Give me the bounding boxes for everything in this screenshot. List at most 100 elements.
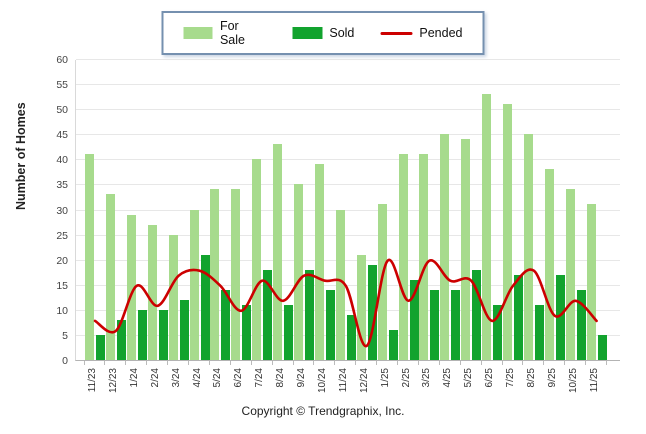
x-tick-mark (606, 361, 608, 365)
legend-label-for-sale: For Sale (219, 19, 245, 47)
gridline (76, 309, 620, 311)
x-tick-mark (522, 361, 524, 365)
x-tick-mark (167, 361, 169, 365)
y-tick-label: 15 (56, 279, 68, 292)
bar-sold-3/25 (430, 289, 440, 360)
bar-sold-2/24 (158, 309, 168, 360)
x-tick-mark (83, 361, 85, 365)
legend-label-sold: Sold (329, 26, 355, 40)
x-tick-label-2/24: 2/24 (149, 368, 161, 388)
x-tick-mark (313, 361, 315, 365)
x-tick-label-2/25: 2/25 (400, 368, 412, 388)
y-tick-label: 20 (56, 254, 68, 267)
bar-sold-8/25 (534, 304, 544, 360)
x-tick-label-1/24: 1/24 (128, 368, 140, 388)
legend-item-pended: Pended (380, 26, 463, 40)
bar-for-sale-12/24 (356, 254, 366, 360)
bar-sold-4/24 (200, 254, 210, 360)
x-tick-label-12/23: 12/23 (107, 368, 119, 394)
x-tick-mark (417, 361, 419, 365)
x-tick-label-11/25: 11/25 (588, 368, 600, 393)
y-tick-label: 30 (56, 204, 68, 217)
bar-for-sale-7/24 (252, 159, 262, 360)
x-tick-label-7/24: 7/24 (254, 368, 266, 388)
bar-for-sale-5/24 (210, 189, 220, 360)
bar-for-sale-2/25 (398, 154, 408, 360)
x-tick-label-1/25: 1/25 (379, 368, 391, 388)
x-tick-label-11/23: 11/23 (87, 368, 98, 393)
bar-for-sale-10/24 (314, 164, 324, 360)
bar-sold-11/24 (346, 314, 356, 360)
x-tick-mark (229, 361, 231, 365)
x-tick-mark (146, 361, 148, 365)
bar-for-sale-12/23 (105, 194, 115, 360)
x-tick-label-8/25: 8/25 (525, 368, 537, 388)
x-tick-mark (376, 361, 378, 365)
bar-for-sale-8/25 (523, 134, 533, 360)
bar-sold-3/24 (179, 299, 189, 360)
bar-sold-7/24 (263, 269, 273, 360)
bar-for-sale-6/24 (231, 189, 241, 360)
bar-sold-1/25 (388, 329, 398, 360)
bar-for-sale-6/25 (482, 94, 492, 360)
x-tick-mark (564, 361, 566, 365)
x-tick-mark (438, 361, 440, 365)
bar-sold-5/24 (221, 289, 231, 360)
y-tick-label: 55 (56, 79, 68, 92)
y-axis-title: Number of Homes (14, 102, 28, 210)
plot-area (75, 59, 620, 361)
gridline (76, 234, 620, 236)
legend-label-pended: Pended (419, 26, 463, 40)
gridline (76, 184, 620, 186)
bar-sold-2/25 (409, 279, 419, 360)
x-tick-mark (208, 361, 210, 365)
gridline (76, 84, 620, 86)
x-tick-label-9/25: 9/25 (546, 368, 558, 388)
bar-sold-10/25 (576, 289, 586, 360)
x-tick-mark (292, 361, 294, 365)
x-tick-label-5/24: 5/24 (212, 368, 224, 388)
x-tick-label-10/24: 10/24 (316, 368, 328, 394)
bar-for-sale-5/25 (461, 139, 471, 360)
x-tick-mark (585, 361, 587, 365)
x-tick-mark (480, 361, 482, 365)
bar-sold-12/24 (367, 264, 377, 360)
bar-sold-5/25 (472, 269, 482, 360)
x-tick-mark (104, 361, 106, 365)
gridline (76, 59, 620, 60)
x-tick-label-4/24: 4/24 (191, 368, 203, 388)
x-tick-label-3/25: 3/25 (421, 368, 433, 388)
y-tick-label: 35 (56, 179, 68, 192)
x-tick-label-9/24: 9/24 (296, 368, 307, 388)
x-tick-mark (397, 361, 399, 365)
bar-for-sale-3/24 (168, 234, 178, 360)
x-tick-mark (355, 361, 357, 365)
bar-sold-4/25 (451, 289, 461, 360)
x-tick-mark (459, 361, 461, 365)
x-tick-mark (125, 361, 127, 365)
x-tick-label-8/24: 8/24 (275, 368, 287, 388)
bar-sold-9/24 (305, 269, 314, 360)
x-tick-mark (334, 361, 336, 365)
bar-sold-7/25 (514, 274, 523, 360)
pended-line-icon (380, 31, 413, 35)
x-tick-label-3/24: 3/24 (170, 368, 182, 388)
x-tick-mark (543, 361, 545, 365)
gridline (76, 159, 620, 161)
bar-sold-6/24 (242, 304, 252, 360)
pended-line (93, 258, 598, 348)
x-tick-label-7/25: 7/25 (505, 368, 516, 388)
y-tick-label: 60 (56, 54, 68, 66)
x-tick-label-5/25: 5/25 (463, 368, 475, 388)
legend-item-for-sale: For Sale (183, 19, 267, 47)
bar-sold-1/24 (137, 309, 147, 360)
bar-sold-6/25 (493, 304, 503, 360)
bar-for-sale-11/24 (335, 209, 345, 360)
x-tick-mark (250, 361, 252, 365)
x-tick-label-6/25: 6/25 (484, 368, 496, 388)
bar-for-sale-7/25 (503, 104, 512, 360)
bar-sold-12/23 (116, 319, 126, 360)
bar-for-sale-9/24 (294, 184, 303, 360)
bar-for-sale-9/25 (544, 169, 554, 360)
